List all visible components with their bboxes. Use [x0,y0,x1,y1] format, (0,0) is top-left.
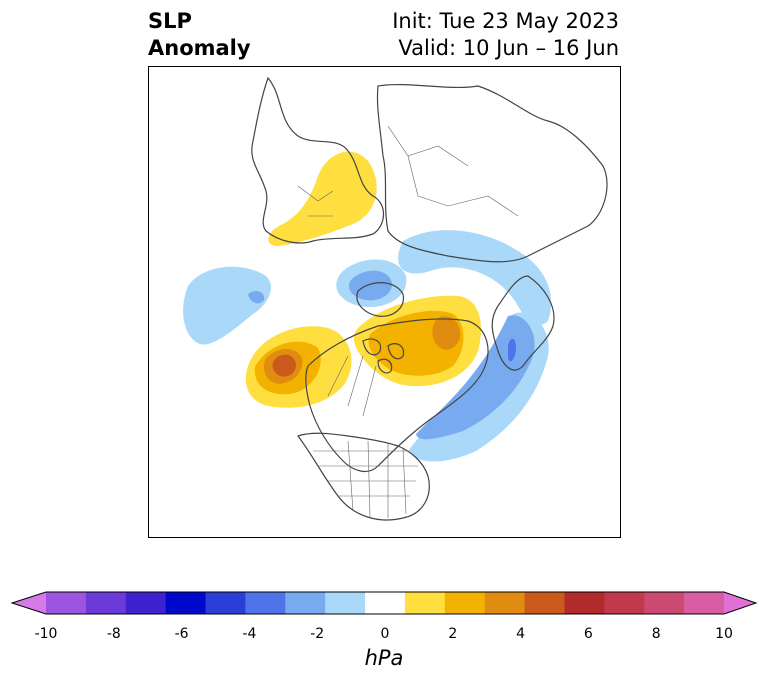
init-date: Init: Tue 23 May 2023 [392,9,619,33]
colorbar [10,591,758,615]
negative-anomaly-atlantic [183,266,271,345]
title-line-slp: SLP [148,9,192,33]
valid-range: Valid: 10 Jun – 16 Jun [398,36,619,60]
colorbar-tick-label: 8 [651,626,661,642]
map-dates: Init: Tue 23 May 2023 Valid: 10 Jun – 16… [392,8,619,62]
colorbar-cell [604,592,645,614]
colorbar-cell [444,592,486,614]
coastlines [251,76,608,521]
colorbar-extend-max [724,592,756,614]
colorbar-cell [524,592,565,614]
title-line-anomaly: Anomaly [148,36,251,60]
arctic-islands [362,338,405,374]
usa-coast [297,432,430,521]
colorbar-tick-label: 2 [448,626,458,642]
positive-anomaly-arctic-core [432,316,461,350]
colorbar-cell [125,592,167,614]
europe-coast [251,76,385,244]
colorbar-outline [10,591,758,615]
colorbar-unit-label: hPa [364,646,404,670]
colorbar-cell [644,592,685,614]
colorbar-cell [484,592,526,614]
colorbar-tick-label: -4 [242,626,257,642]
us-state-borders [313,440,418,519]
colorbar-tick-label: 4 [516,626,526,642]
colorbar-tick-label: -10 [34,626,58,642]
negative-anomaly-greenland-core [348,270,392,301]
colorbar-cell [564,592,605,614]
colorbar-tick-label: -2 [310,626,325,642]
colorbar-cell [85,592,127,614]
greenland-coast [356,282,405,317]
colorbar-tick-label: 10 [715,626,733,642]
negative-anomaly-atlantic-core [248,291,265,304]
colorbar-cell [285,592,326,614]
colorbar-tick-label: 0 [380,626,390,642]
canada-province-borders [327,355,377,417]
colorbar-tick-label: -8 [106,626,121,642]
colorbar-cell [684,592,725,614]
colorbar-extend-min [12,592,46,614]
colorbar-cell [165,592,207,614]
map-title: SLP Anomaly [148,8,251,62]
colorbar-cell [325,592,366,614]
slp-anomaly-map [148,66,621,538]
positive-anomaly-europe [268,151,377,246]
colorbar-cell [365,592,406,614]
colorbar-cell [404,592,446,614]
alaska-coast [491,275,555,371]
canada-coast [305,318,489,473]
colorbar-cell [205,592,246,614]
borders [297,125,519,519]
colorbar-cell [245,592,286,614]
colorbar-cell [46,592,87,614]
positive-anomaly-pacific-core [272,354,296,377]
asia-coast [376,83,608,263]
colorbar-tick-label: -6 [174,626,189,642]
colorbar-tick-label: 6 [583,626,593,642]
negative-anomaly-east-canada-core [508,338,516,362]
